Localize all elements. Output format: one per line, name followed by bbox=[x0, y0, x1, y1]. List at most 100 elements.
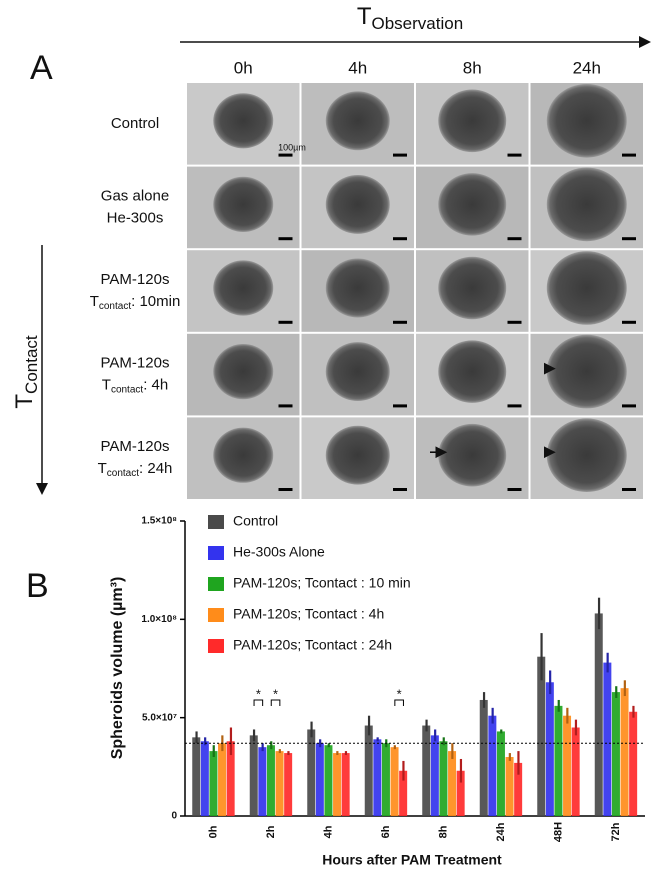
scale-bar bbox=[278, 488, 293, 491]
significance-bracket bbox=[394, 699, 404, 706]
bar bbox=[563, 715, 572, 816]
bar bbox=[571, 727, 580, 816]
y-axis-title: Spheroids volume (µm³) bbox=[109, 577, 126, 760]
legend-swatch bbox=[208, 608, 224, 622]
row-label: He-300s bbox=[107, 209, 164, 226]
spheroid bbox=[546, 251, 627, 325]
scale-bar bbox=[393, 237, 407, 241]
spheroid bbox=[325, 342, 390, 402]
scale-bar bbox=[622, 153, 636, 157]
bar bbox=[422, 725, 431, 816]
legend-label: Control bbox=[233, 513, 278, 529]
legend-label: PAM-120s; Tcontact : 10 min bbox=[233, 575, 411, 591]
y-tick-label: 5.0×10⁷ bbox=[142, 712, 177, 723]
row-label-sub: contact bbox=[99, 301, 131, 312]
spheroid bbox=[213, 344, 274, 400]
bar bbox=[200, 741, 209, 816]
bar bbox=[479, 699, 488, 816]
bar bbox=[505, 757, 514, 816]
x-tick-label: 2h bbox=[265, 825, 277, 838]
x-tick-label: 8h bbox=[438, 825, 450, 838]
t-contact: TContact bbox=[11, 335, 41, 409]
legend-swatch bbox=[208, 546, 224, 560]
bar bbox=[390, 747, 399, 816]
row-label: Tcontact: 4h bbox=[102, 377, 168, 396]
y-tick-label: 0 bbox=[171, 811, 177, 822]
bar bbox=[333, 753, 342, 816]
spheroid bbox=[325, 174, 390, 234]
scale-bar bbox=[507, 488, 522, 491]
bar bbox=[603, 662, 612, 816]
row-label-sub: contact bbox=[111, 384, 143, 395]
scale-bar bbox=[507, 404, 522, 408]
x-tick-label: 48H bbox=[553, 822, 565, 842]
bar bbox=[488, 715, 497, 816]
spheroid bbox=[546, 84, 627, 158]
spheroid bbox=[213, 260, 274, 316]
significance-bracket bbox=[270, 699, 281, 706]
spheroid bbox=[325, 91, 390, 151]
significance-bracket bbox=[253, 699, 264, 706]
panel-a: A TObservation TContact 0h 4h 8h 24h Control… bbox=[11, 3, 651, 500]
bar bbox=[594, 613, 603, 816]
scale-bar bbox=[622, 320, 636, 324]
bar bbox=[554, 705, 563, 816]
scale-bar bbox=[393, 153, 407, 157]
row-label-part: : 10min bbox=[131, 293, 180, 310]
spheroid bbox=[213, 176, 274, 232]
row-label: PAM-120s bbox=[101, 271, 170, 288]
row-label-part: T bbox=[90, 293, 99, 310]
significance-label: * bbox=[256, 686, 261, 701]
scale-bar bbox=[393, 488, 407, 491]
scale-bar bbox=[393, 320, 407, 324]
bar bbox=[209, 751, 218, 816]
bar bbox=[284, 753, 293, 816]
bar bbox=[399, 770, 408, 816]
spheroid bbox=[546, 167, 627, 242]
scale-bar bbox=[393, 404, 407, 408]
legend-label: PAM-120s; Tcontact : 4h bbox=[233, 606, 384, 622]
x-tick-label: 0h bbox=[208, 825, 220, 838]
t-observation: TObservation bbox=[357, 3, 463, 33]
bar bbox=[249, 735, 258, 816]
spheroid bbox=[438, 173, 507, 236]
row-label-part: : 24h bbox=[139, 460, 172, 477]
significance-label: * bbox=[273, 686, 278, 701]
bar bbox=[266, 745, 275, 816]
scale-bar bbox=[622, 237, 636, 241]
bar bbox=[307, 729, 316, 816]
x-tick-label: 24h bbox=[495, 822, 507, 841]
row-label-part: T bbox=[102, 377, 111, 394]
bar bbox=[439, 741, 448, 816]
row-label: PAM-120s bbox=[101, 438, 170, 455]
scale-bar bbox=[278, 404, 293, 408]
row-label: Tcontact: 24h bbox=[98, 460, 173, 479]
legend-swatch bbox=[208, 639, 224, 653]
bar bbox=[192, 737, 201, 816]
x-axis-title: Hours after PAM Treatment bbox=[322, 852, 502, 868]
row-label: Tcontact: 10min bbox=[90, 293, 181, 312]
spheroid bbox=[546, 418, 627, 493]
scale-bar bbox=[622, 488, 636, 491]
scale-bar bbox=[507, 153, 522, 157]
x-tick-label: 4h bbox=[323, 825, 335, 838]
bar bbox=[258, 747, 267, 816]
bar bbox=[620, 688, 629, 816]
scale-bar bbox=[507, 320, 522, 324]
row-label-sub: contact bbox=[107, 468, 139, 479]
spheroid bbox=[438, 340, 507, 403]
x-tick-label: 72h bbox=[610, 822, 622, 841]
spheroid bbox=[213, 93, 274, 149]
bar bbox=[629, 711, 638, 816]
bar bbox=[456, 770, 465, 816]
legend-label: PAM-120s; Tcontact : 24h bbox=[233, 637, 392, 653]
bar bbox=[315, 743, 324, 816]
x-tick-label: 6h bbox=[380, 825, 392, 838]
bar bbox=[514, 762, 523, 816]
scale-bar bbox=[278, 237, 293, 241]
column-label: 24h bbox=[573, 58, 601, 77]
legend-label: He-300s Alone bbox=[233, 544, 325, 560]
row-label: Control bbox=[111, 115, 159, 132]
bar bbox=[448, 751, 457, 816]
